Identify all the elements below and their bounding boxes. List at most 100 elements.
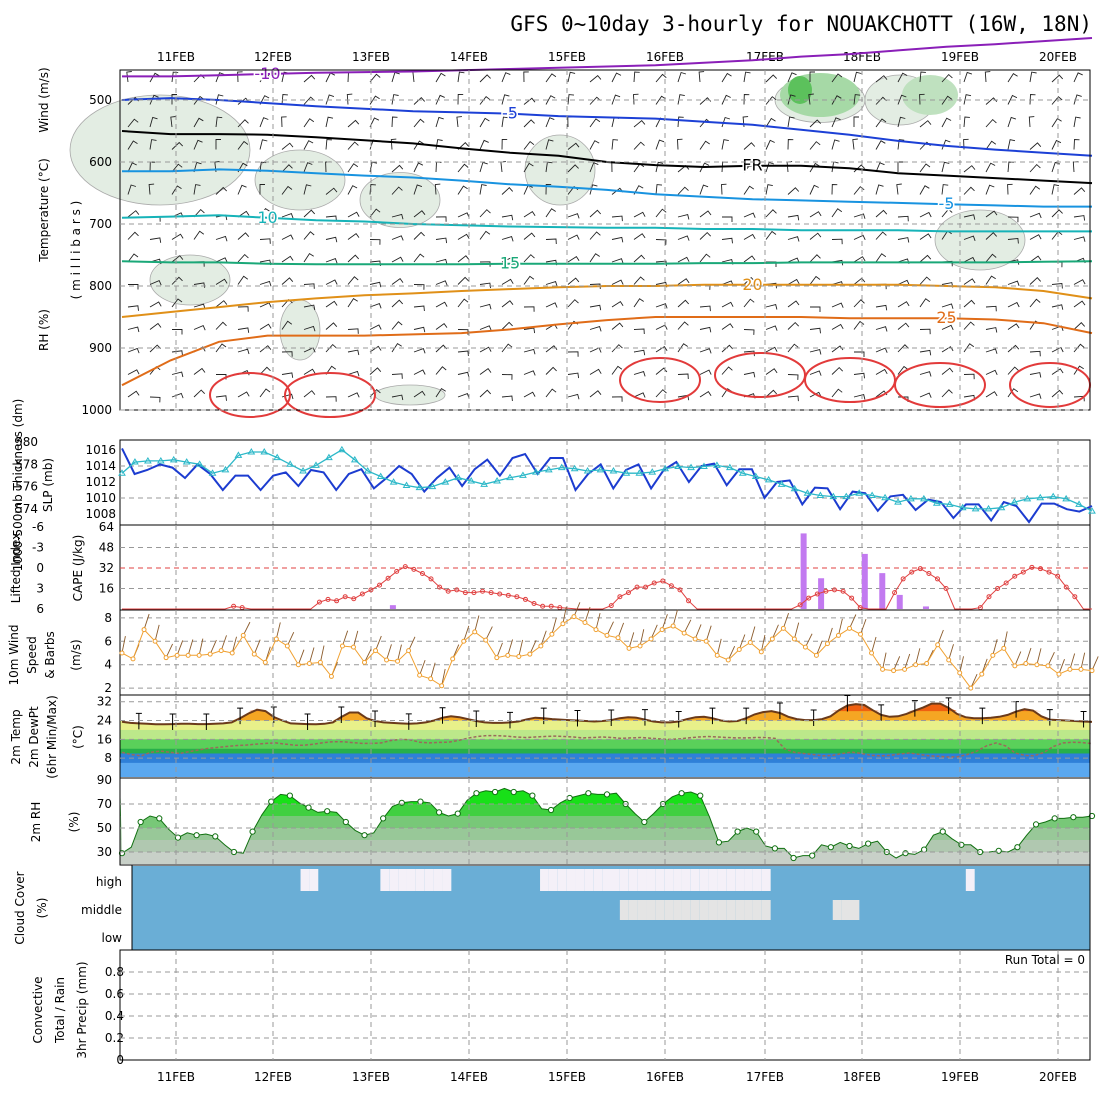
lifted-index-point xyxy=(917,566,923,572)
thickness-point xyxy=(544,465,553,473)
wind-barb xyxy=(545,302,558,308)
temp-contour-warm xyxy=(894,362,986,408)
wind-speed-point xyxy=(880,666,886,672)
wind-barb xyxy=(1051,368,1064,375)
wind-barb xyxy=(369,239,381,245)
wind-barb xyxy=(1029,372,1042,378)
wind-barb xyxy=(479,184,487,195)
y-tick-wind: 6 xyxy=(104,634,112,648)
wind-barb xyxy=(149,396,161,403)
date-label-bottom: 14FEB xyxy=(450,1070,488,1084)
temp-range-bar xyxy=(439,707,446,724)
cloud-mid-cell xyxy=(655,900,665,920)
wind-barb xyxy=(743,142,756,150)
y-tick-precip: 0.4 xyxy=(105,1009,124,1023)
wind-barb xyxy=(831,117,841,128)
thickness-point xyxy=(234,451,243,458)
thickness-point xyxy=(519,471,527,478)
thickness-point xyxy=(156,456,165,464)
wind-speed-point xyxy=(714,652,720,658)
wind-barb xyxy=(809,232,822,240)
temp-range-bar xyxy=(405,713,412,730)
cloud-mid-cell xyxy=(726,900,736,920)
wind-barb xyxy=(303,283,315,289)
wind-barb xyxy=(875,75,888,83)
wind-speed-point xyxy=(637,643,643,649)
cloud-mid-cell xyxy=(761,900,771,920)
rh-contour xyxy=(934,209,1026,271)
y-tick-pressure: 600 xyxy=(89,155,112,169)
isotherm-label: 20 xyxy=(742,275,762,294)
rh-point xyxy=(603,791,611,798)
wind-barb xyxy=(919,298,931,308)
wind-barb xyxy=(523,327,536,334)
wind-barb xyxy=(1029,255,1042,263)
rh-point xyxy=(398,799,405,806)
wind-barb xyxy=(325,72,336,83)
rh-point xyxy=(249,828,256,835)
date-label-top: 12FEB xyxy=(254,50,292,64)
wind-barb xyxy=(143,613,150,630)
thickness-point xyxy=(467,477,476,484)
wind-barb xyxy=(457,350,469,357)
wind-barb xyxy=(127,210,140,218)
wind-barb xyxy=(941,73,953,83)
wind-barb xyxy=(215,278,228,285)
wind-barb xyxy=(391,373,403,379)
wind-barb xyxy=(1007,366,1019,375)
wind-barb xyxy=(853,256,866,263)
wind-barb xyxy=(853,277,866,285)
lifted-index-point xyxy=(926,570,932,576)
date-label-bottom: 17FEB xyxy=(746,1070,784,1084)
isotherm-label: 15 xyxy=(500,254,520,273)
wind-barb xyxy=(721,94,731,105)
wind-barb xyxy=(457,298,469,308)
ylabel-rh: RH (%) xyxy=(37,309,51,351)
wind-barb xyxy=(193,184,201,195)
wind-speed-point xyxy=(791,636,797,642)
thickness-point xyxy=(441,478,450,485)
isotherm-line xyxy=(121,214,1092,233)
thickness-point xyxy=(480,480,489,487)
wind-barb xyxy=(985,210,998,218)
wind-barb xyxy=(793,622,800,640)
wind-barb xyxy=(286,631,295,647)
wind-barb xyxy=(985,275,996,285)
ylabel-wind10m-speed: Speed xyxy=(25,636,39,674)
wind-barb xyxy=(1007,216,1019,223)
wind-barb xyxy=(743,350,755,357)
cloud-high-cell xyxy=(442,869,452,891)
wind-barb xyxy=(127,347,140,354)
wind-barb xyxy=(808,93,814,105)
rh-point xyxy=(510,788,517,796)
wind-barb xyxy=(501,278,514,285)
cape-bar xyxy=(861,553,868,609)
wind-barb xyxy=(677,278,690,285)
wind-speed-point xyxy=(990,652,996,658)
wind-barb xyxy=(765,325,778,331)
y-tick-li: 3 xyxy=(36,582,44,596)
thickness-point xyxy=(247,448,256,455)
wind-barb xyxy=(853,186,865,195)
wind-barb xyxy=(567,393,580,400)
wind-barb xyxy=(941,161,950,173)
wind-speed-point xyxy=(130,656,136,662)
wind-barb xyxy=(699,210,712,218)
wind-barb xyxy=(479,74,491,83)
wind-speed-point xyxy=(891,668,897,674)
wind-barb xyxy=(215,116,223,128)
wind-barb xyxy=(149,344,162,353)
wind-barb xyxy=(1007,72,1018,83)
lifted-index-point xyxy=(368,587,374,593)
rh-band xyxy=(120,840,1090,852)
wind-barb xyxy=(171,350,183,356)
temp-range-bar xyxy=(709,707,716,725)
wind-speed-point xyxy=(273,636,279,642)
wind-barb xyxy=(893,656,901,671)
ylabel-wind10m-units: (m/s) xyxy=(69,639,83,670)
wind-barb xyxy=(984,71,991,83)
temp-range-bar xyxy=(338,706,345,723)
lifted-index-point xyxy=(1003,580,1009,586)
wind-barb xyxy=(165,643,173,658)
cloud-high-cell xyxy=(655,869,665,891)
